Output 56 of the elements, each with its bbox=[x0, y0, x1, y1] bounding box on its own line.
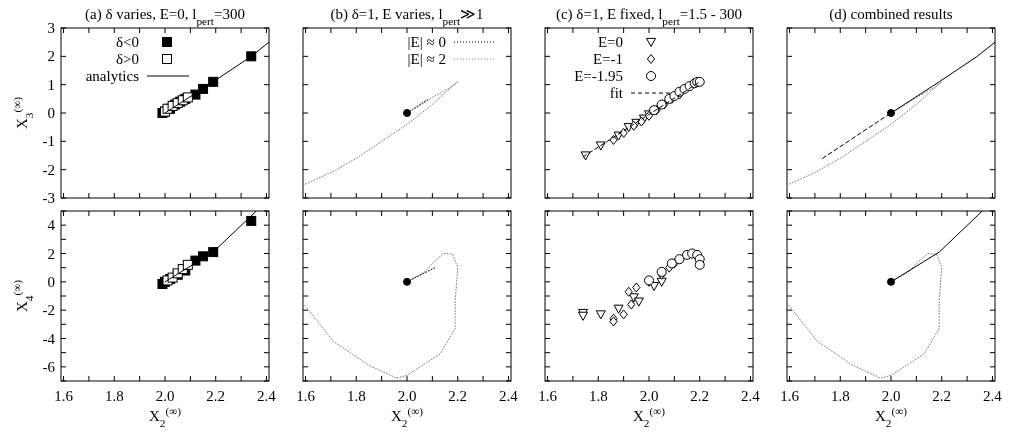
legend-label: E=-1.95 bbox=[574, 68, 623, 84]
point bbox=[624, 286, 633, 297]
x-tick-label: 1.8 bbox=[346, 388, 366, 404]
y-tick-label: -1 bbox=[42, 133, 55, 150]
legend-label: |E| ≈ 0 bbox=[407, 34, 446, 50]
x-tick-label: 2.4 bbox=[499, 388, 519, 404]
legend-label: analytics bbox=[85, 68, 140, 84]
x-tick-label: 2.0 bbox=[639, 388, 659, 404]
legend-label: E=0 bbox=[597, 34, 623, 50]
chart-title: (b) δ=1, E varies, l$_{pert}$≫1 bbox=[330, 6, 484, 27]
x-tick-label: 2.0 bbox=[397, 388, 417, 404]
x-tick-label: 1.6 bbox=[780, 388, 800, 404]
y-tick-label: 2 bbox=[47, 48, 55, 65]
x-tick-label: 1.8 bbox=[830, 388, 850, 404]
x-tick-label: 2.2 bbox=[690, 388, 710, 404]
x-tick-label: 2.2 bbox=[932, 388, 952, 404]
y-tick-label: 3 bbox=[47, 20, 55, 36]
legend-label: fit bbox=[609, 85, 624, 101]
x-tick-label: 2.2 bbox=[448, 388, 468, 404]
x-tick-label: 1.6 bbox=[296, 388, 316, 404]
x-tick-label: 2.4 bbox=[983, 388, 1003, 404]
y-tick-label: -4 bbox=[42, 330, 56, 347]
y-tick-label: -2 bbox=[42, 161, 55, 178]
chart-title: (a) δ varies, E=0, l$_{pert}$=300 bbox=[85, 6, 245, 27]
legend-label: |E| ≈ 2 bbox=[407, 51, 446, 67]
point bbox=[619, 309, 628, 320]
y-tick-label: -2 bbox=[42, 302, 55, 319]
y-tick-label: 0 bbox=[47, 273, 55, 290]
point bbox=[633, 297, 644, 307]
x-tick-label: 2.2 bbox=[206, 388, 226, 404]
x-tick-label: 2.0 bbox=[881, 388, 901, 404]
y-tick-label: 1 bbox=[47, 76, 55, 93]
y-tick-label: 0 bbox=[47, 105, 55, 121]
legend-label: E=-1 bbox=[592, 51, 623, 67]
point bbox=[613, 304, 624, 314]
point bbox=[666, 258, 677, 269]
point bbox=[595, 310, 606, 320]
y-tick-label: 4 bbox=[47, 217, 56, 234]
x-tick-label: 1.6 bbox=[54, 388, 74, 404]
y-tick-label: -6 bbox=[42, 358, 56, 375]
point bbox=[246, 215, 257, 226]
point bbox=[656, 277, 667, 287]
point bbox=[627, 299, 636, 310]
x-tick-label: 2.0 bbox=[155, 388, 175, 404]
chart-title: (d) combined results bbox=[829, 6, 953, 23]
point bbox=[632, 282, 641, 293]
legend-label: δ>0 bbox=[115, 51, 139, 67]
x-tick-label: 2.4 bbox=[257, 388, 277, 404]
y-tick-label: -3 bbox=[42, 190, 55, 206]
y-tick-label: 2 bbox=[47, 245, 55, 262]
x-tick-label: 1.8 bbox=[588, 388, 608, 404]
legend-label: δ<0 bbox=[115, 34, 139, 50]
x-tick-label: 1.8 bbox=[104, 388, 124, 404]
x-tick-label: 1.6 bbox=[538, 388, 558, 404]
chart-title: (c) δ=1, E fixed, l$_{pert}$=1.5 - 300 bbox=[555, 6, 743, 27]
x-tick-label: 2.4 bbox=[741, 388, 761, 404]
